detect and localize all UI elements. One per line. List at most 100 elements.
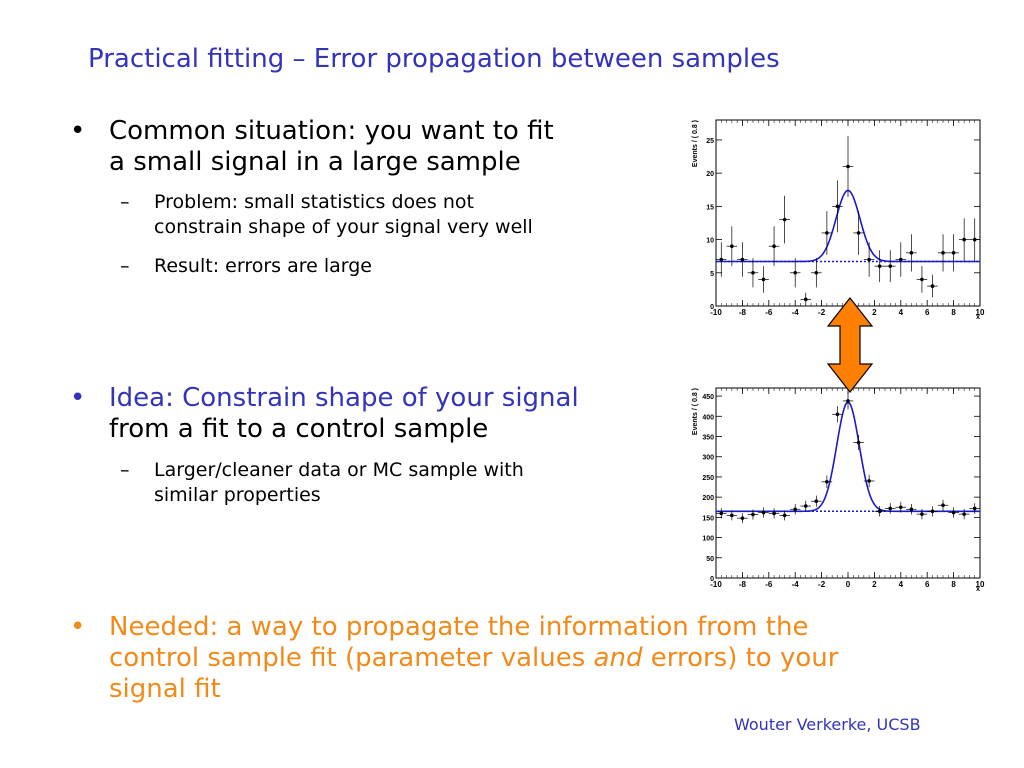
x-tick-label: 2 bbox=[872, 580, 877, 589]
x-tick-label: 0 bbox=[846, 580, 851, 589]
sub-bullet-line: Larger/cleaner data or MC sample with bbox=[154, 459, 524, 481]
data-point bbox=[782, 513, 787, 518]
y-tick-label: 150 bbox=[702, 515, 714, 522]
data-point bbox=[825, 231, 829, 235]
y-tick-label: 5 bbox=[710, 271, 714, 278]
y-axis-label: Events / ( 0.8 ) bbox=[692, 120, 699, 167]
data-point bbox=[846, 164, 850, 169]
y-tick-label: 15 bbox=[706, 204, 714, 211]
x-tick-label: -4 bbox=[792, 580, 800, 589]
data-point bbox=[793, 507, 797, 512]
x-tick-label: -2 bbox=[818, 308, 826, 317]
sub-bullet-line: Result: errors are large bbox=[154, 255, 372, 277]
footer-author: Wouter Verkerke, UCSB bbox=[734, 715, 921, 734]
data-point bbox=[909, 507, 914, 512]
bullet-line: signal fit bbox=[109, 674, 221, 704]
data-point bbox=[899, 505, 903, 510]
data-point bbox=[930, 284, 935, 288]
x-tick-label: -10 bbox=[710, 580, 722, 589]
sub-bullet-line: similar properties bbox=[154, 484, 321, 506]
y-tick-label: 20 bbox=[706, 171, 714, 178]
data-point bbox=[751, 270, 755, 275]
data-point bbox=[751, 512, 755, 517]
data-point bbox=[951, 510, 956, 515]
data-point bbox=[920, 512, 924, 516]
data-point bbox=[719, 511, 724, 516]
x-tick-label: 8 bbox=[951, 308, 956, 317]
data-point bbox=[835, 412, 840, 417]
data-point bbox=[730, 513, 734, 518]
x-axis-label: x bbox=[976, 586, 980, 592]
data-point bbox=[867, 257, 871, 262]
control-sample-plot: -10 -8 -6 -4 -2 0 2 4 6 8 100501001502002503003504… bbox=[692, 387, 985, 592]
data-point bbox=[793, 270, 797, 275]
data-point bbox=[962, 237, 966, 242]
y-tick-label: 25 bbox=[706, 138, 714, 145]
x-tick-label: -8 bbox=[739, 308, 747, 317]
bullet-text: errors) to your bbox=[642, 643, 839, 673]
data-point bbox=[719, 257, 724, 262]
x-tick-label: -8 bbox=[739, 580, 747, 589]
y-tick-label: 450 bbox=[702, 394, 714, 401]
data-point bbox=[825, 479, 829, 484]
sub-bullet-line: constrain shape of your signal very well bbox=[154, 216, 533, 238]
x-tick-label: 4 bbox=[899, 580, 904, 589]
bullet-marker: • bbox=[70, 116, 86, 146]
data-point bbox=[835, 204, 840, 209]
data-point bbox=[899, 257, 903, 262]
data-point bbox=[972, 237, 977, 242]
data-point bbox=[888, 264, 893, 268]
plot-frame bbox=[715, 387, 981, 579]
x-tick-label: -6 bbox=[765, 580, 773, 589]
bullet-text: control sample fit (parameter values bbox=[109, 643, 594, 673]
data-point bbox=[740, 257, 745, 262]
data-point bbox=[814, 499, 819, 503]
y-tick-label: 200 bbox=[702, 495, 714, 502]
data-point bbox=[941, 251, 945, 255]
data-point bbox=[803, 297, 808, 302]
x-tick-label: -10 bbox=[710, 308, 722, 317]
data-point bbox=[867, 479, 871, 483]
y-tick-label: 400 bbox=[702, 414, 714, 421]
x-tick-label: 4 bbox=[899, 308, 904, 317]
data-point bbox=[941, 503, 945, 508]
y-tick-label: 0 bbox=[710, 576, 714, 583]
sub-bullet-marker: – bbox=[120, 459, 130, 481]
data-point bbox=[761, 510, 766, 515]
y-tick-label: 100 bbox=[702, 536, 714, 543]
y-tick-label: 250 bbox=[702, 475, 714, 482]
bullet-line: Idea: Constrain shape of your signal bbox=[109, 383, 579, 413]
data-point bbox=[877, 264, 882, 268]
data-point bbox=[846, 399, 850, 403]
y-tick-label: 50 bbox=[706, 556, 714, 563]
data-point bbox=[909, 251, 914, 255]
y-axis-label: Events / ( 0.8 ) bbox=[692, 388, 699, 435]
y-tick-label: 300 bbox=[702, 455, 714, 462]
data-point bbox=[951, 251, 956, 255]
slide-title: Practical fitting – Error propagation be… bbox=[88, 44, 780, 74]
data-point bbox=[930, 509, 935, 514]
bullet-line: Common situation: you want to fit bbox=[109, 116, 554, 146]
x-tick-label: 10 bbox=[976, 308, 985, 317]
y-tick-label: 10 bbox=[706, 238, 714, 245]
data-point bbox=[772, 511, 776, 516]
x-tick-label: 8 bbox=[951, 580, 956, 589]
x-tick-label: 10 bbox=[976, 580, 985, 589]
sub-bullet-line: Problem: small statistics does not bbox=[154, 191, 474, 213]
x-tick-label: -2 bbox=[818, 580, 826, 589]
bullet-marker: • bbox=[70, 383, 86, 413]
x-tick-label: -6 bbox=[765, 308, 773, 317]
data-point bbox=[803, 504, 808, 508]
data-point bbox=[782, 217, 787, 222]
bullet-text-italic: and bbox=[593, 643, 643, 673]
bullet-line: Needed: a way to propagate the informati… bbox=[109, 612, 809, 642]
x-axis-label: x bbox=[976, 314, 980, 320]
bullet-line: control sample fit (parameter values and… bbox=[109, 643, 969, 674]
data-point bbox=[972, 506, 977, 511]
sub-bullet-marker: – bbox=[120, 191, 130, 213]
data-point bbox=[877, 509, 882, 514]
bullet-line: a small signal in a large sample bbox=[109, 147, 521, 177]
x-tick-label: 6 bbox=[925, 580, 930, 589]
data-point bbox=[814, 270, 819, 275]
data-point bbox=[856, 440, 861, 445]
